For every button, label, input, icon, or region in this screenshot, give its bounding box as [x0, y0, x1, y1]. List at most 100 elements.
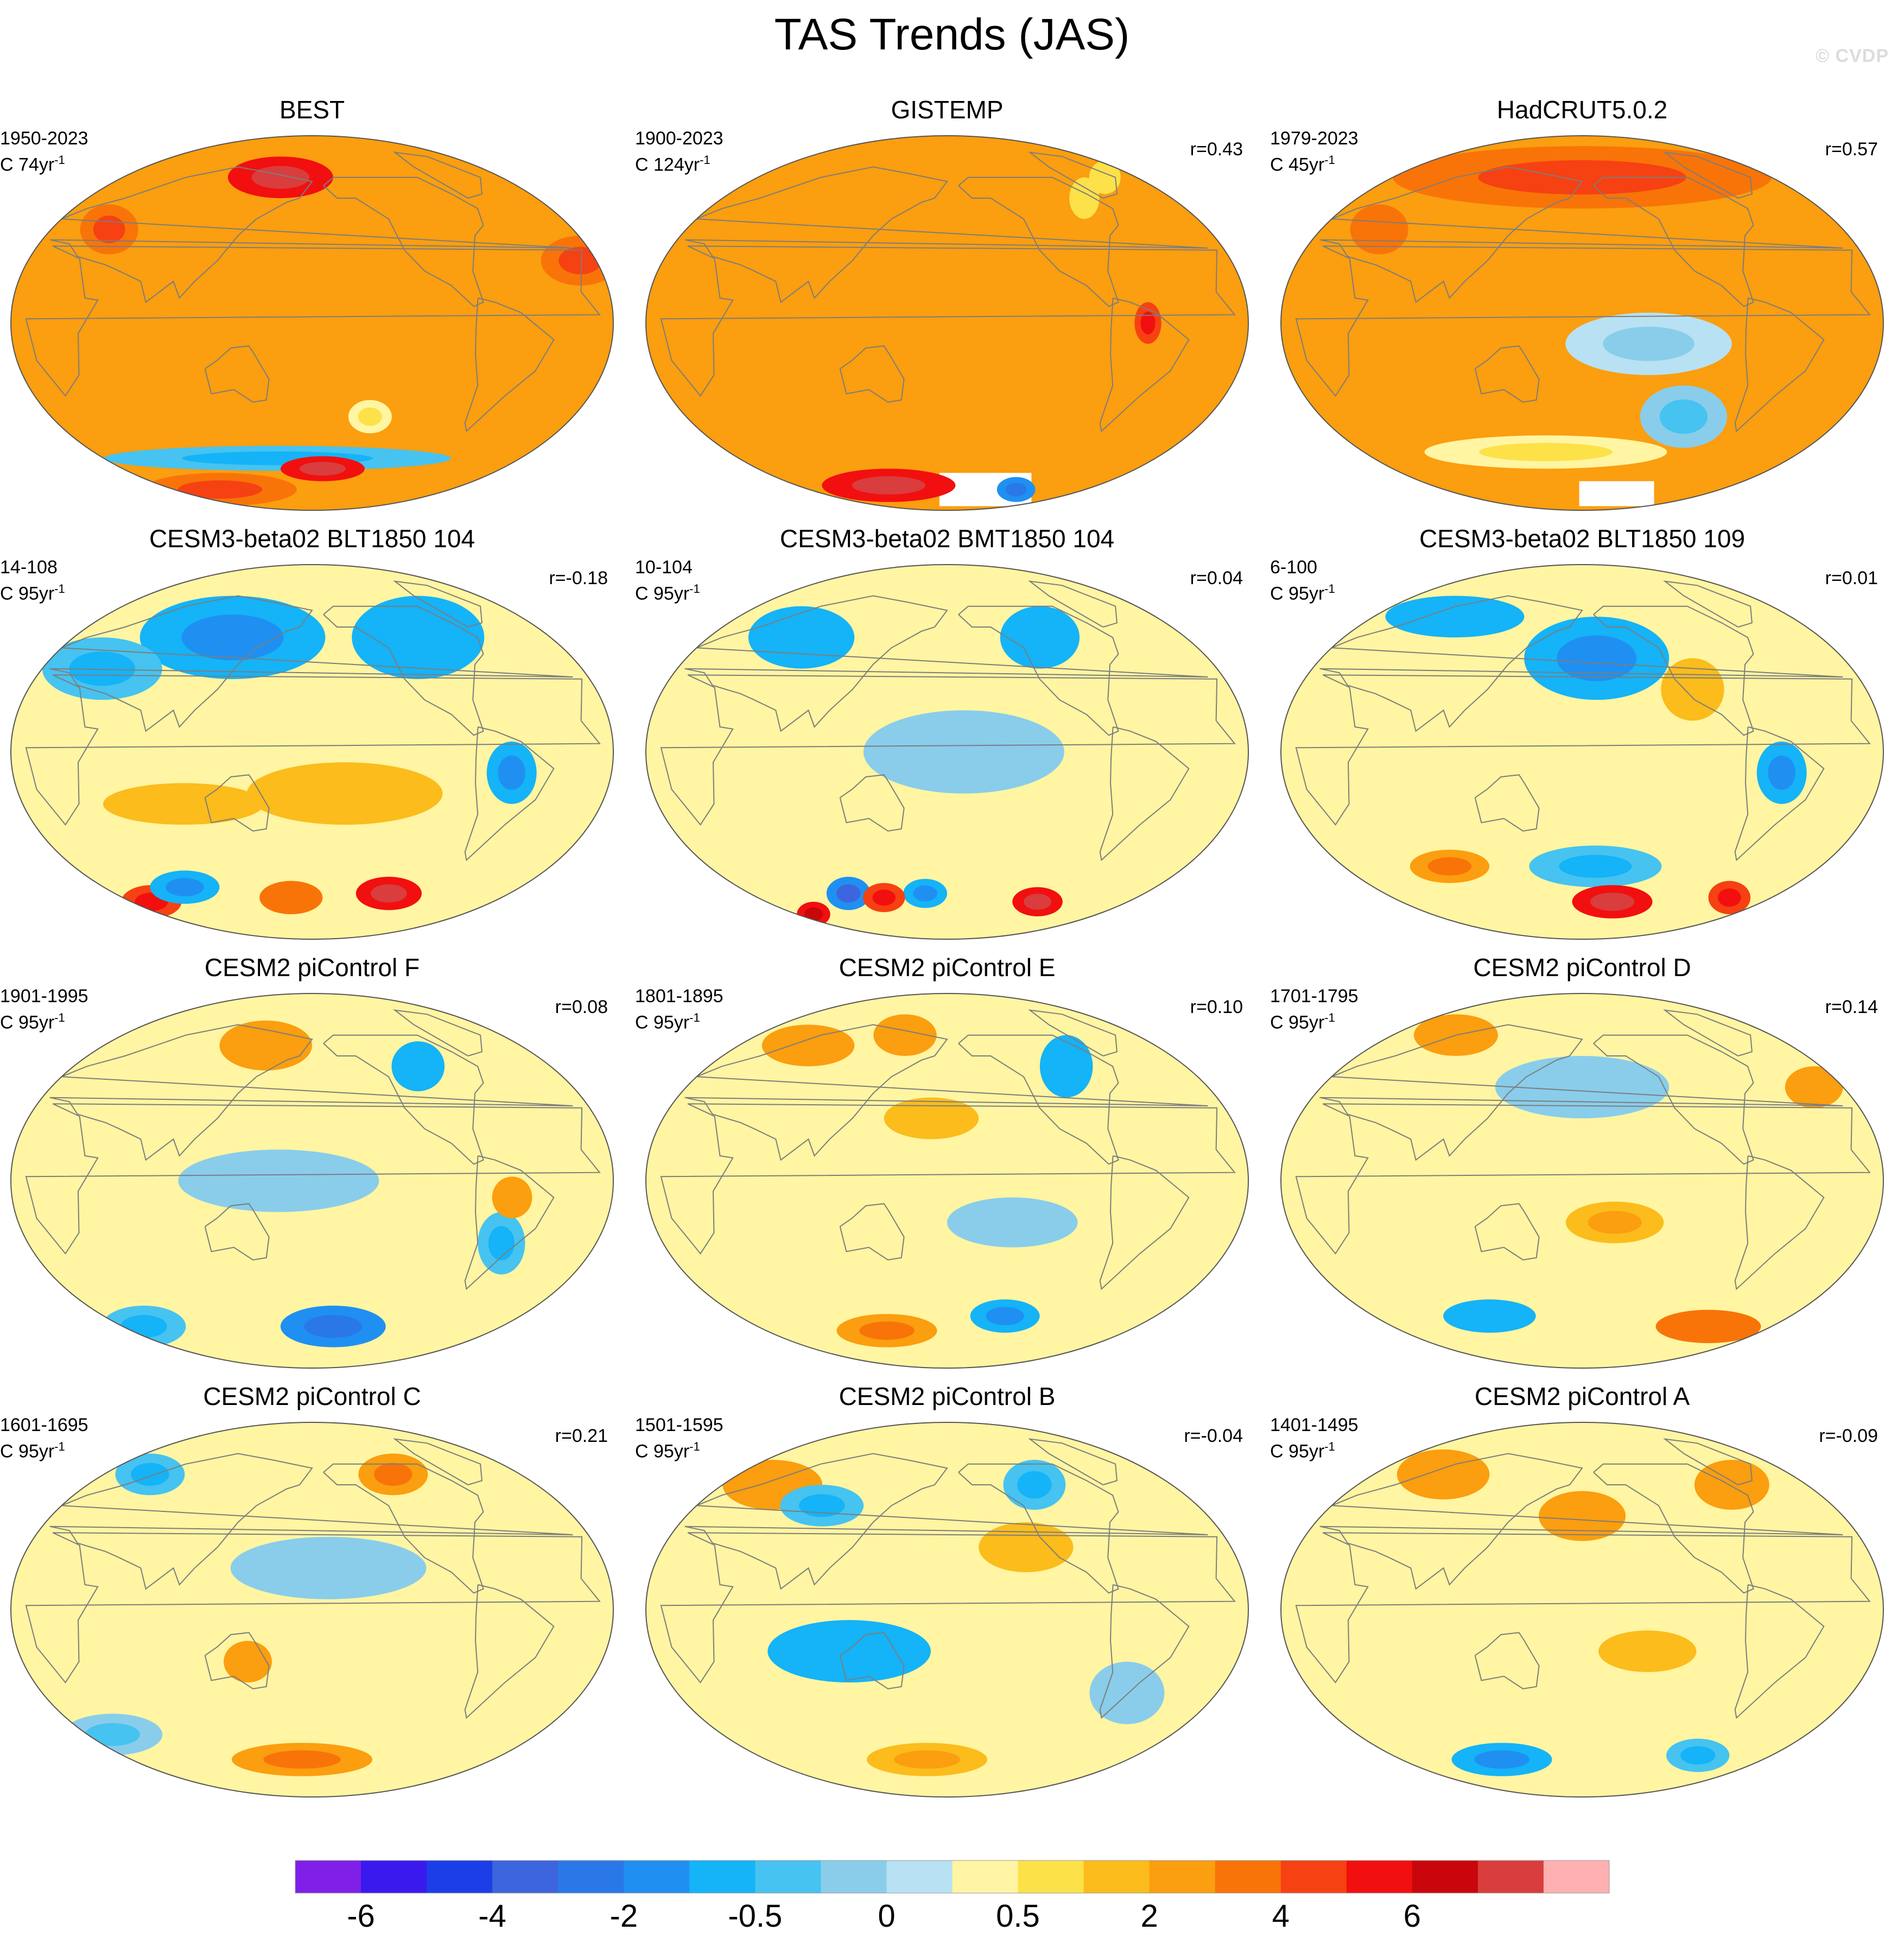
trend-anomaly-core: [251, 166, 310, 189]
colorbar-swatch: [624, 1860, 690, 1893]
coastline: [839, 345, 905, 403]
coastline: [958, 1463, 1119, 1594]
panel-correlation: r=0.01: [1825, 568, 1878, 588]
panel-title: CESM2 piControl E: [839, 953, 1056, 982]
trend-anomaly-core: [368, 311, 424, 335]
map-background-field: [646, 993, 1248, 1368]
trend-map: [1280, 1422, 1884, 1798]
trend-anomaly-core: [290, 776, 399, 811]
trend-anomaly-core: [798, 1494, 845, 1517]
trend-anomaly-core: [736, 368, 780, 403]
colorbar-swatch: [689, 1860, 756, 1893]
map-border: [10, 135, 614, 511]
trend-anomaly-core: [274, 888, 309, 907]
panel-units-exponent: -1: [54, 1011, 65, 1024]
trend-anomaly-core: [374, 1463, 412, 1486]
panel-units-exponent: -1: [1324, 582, 1335, 596]
trend-anomaly-core: [299, 461, 346, 476]
panel-title: CESM2 piControl D: [1473, 953, 1691, 982]
panel-units-exponent: -1: [1324, 1440, 1335, 1453]
trend-map: [1280, 564, 1884, 940]
trend-map: [10, 135, 614, 511]
trend-anomaly-core: [1018, 620, 1062, 655]
colorbar-swatch: [1018, 1860, 1084, 1893]
trend-anomaly-core: [1418, 1460, 1469, 1489]
colorbar-swatch: [952, 1860, 1018, 1893]
trend-anomaly-core: [382, 615, 455, 661]
panel-units-exponent: -1: [54, 153, 65, 167]
trend-anomaly-core: [772, 620, 831, 655]
coastline: [1319, 166, 1843, 303]
panel-units-text: C 74yr: [0, 154, 55, 175]
colorbar-tick-label: 0: [878, 1898, 895, 1934]
coastline: [1027, 1438, 1118, 1485]
panel-title: CESM2 piControl A: [1474, 1382, 1690, 1410]
panel-correlation: r=0.21: [555, 1426, 608, 1446]
trend-anomaly-core: [69, 651, 136, 686]
colorbar-swatch: [492, 1860, 558, 1893]
coastline: [392, 580, 483, 628]
coastline: [392, 1009, 483, 1056]
panel-correlation: r=0.04: [1190, 568, 1243, 588]
coastline: [49, 1024, 573, 1161]
trend-anomaly-core: [304, 1315, 363, 1338]
panel-units: C 95yr-1: [635, 578, 700, 604]
trend-anomaly-core: [1588, 1211, 1642, 1234]
map-panel-picontrol-a: CESM2 piControl A 1401-1495 C 95yr-1 r=-0.0…: [1270, 1382, 1894, 1805]
colorbar-swatch: [1477, 1860, 1544, 1893]
coastline: [1593, 1463, 1754, 1594]
panel-units-text: C 95yr: [0, 1012, 55, 1033]
trend-anomaly-core: [166, 878, 204, 897]
trend-anomaly-core: [1603, 326, 1694, 361]
panel-title: CESM3-beta02 BLT1850 109: [1419, 524, 1746, 553]
panel-title: HadCRUT5.0.2: [1496, 96, 1668, 124]
panel-units: C 95yr-1: [635, 1007, 700, 1033]
trend-anomaly-core: [1005, 483, 1027, 497]
trend-anomaly-core: [558, 246, 602, 275]
map-background-field: [11, 1422, 613, 1797]
trend-anomaly-core: [804, 1634, 894, 1669]
trend-anomaly-core: [93, 216, 125, 243]
trend-anomaly-core: [1140, 311, 1156, 335]
trend-anomaly-core: [909, 729, 1019, 775]
coastline: [1662, 580, 1753, 628]
trend-map: [1280, 135, 1884, 511]
trend-anomaly-core: [240, 1031, 291, 1060]
trend-anomaly-core: [852, 476, 926, 495]
page-title: TAS Trends (JAS): [774, 10, 1130, 59]
coastline: [1662, 151, 1753, 199]
map-border: [10, 993, 614, 1369]
panel-units-exponent: -1: [689, 1011, 700, 1024]
coastline: [1734, 1584, 1825, 1719]
panel-period: 1900-2023: [635, 128, 723, 149]
panel-units-text: C 95yr: [635, 1441, 690, 1462]
panel-title: CESM2 piControl B: [839, 1382, 1056, 1410]
colorbar-swatch: [1543, 1860, 1610, 1893]
panel-title: CESM2 piControl C: [203, 1382, 421, 1410]
coastline: [1593, 176, 1754, 307]
map-panel-blt1850-104: CESM3-beta02 BLT1850 104 14-108 C 95yr-1 r=…: [0, 524, 624, 947]
map-background-field: [1281, 565, 1883, 939]
trend-anomaly-core: [234, 1650, 261, 1673]
coastline: [323, 176, 484, 307]
panel-units-text: C 124yr: [635, 154, 700, 175]
trend-anomaly-core: [1557, 635, 1637, 681]
trend-anomaly-core: [887, 1023, 923, 1047]
colorbar-tick-label: -2: [610, 1898, 638, 1934]
trend-anomaly-core: [223, 1163, 334, 1198]
coastline: [1295, 1103, 1871, 1255]
coastline: [323, 605, 484, 736]
coastline: [1593, 605, 1754, 736]
panel-units: C 45yr-1: [1270, 149, 1335, 175]
panel-correlation: r=0.43: [1190, 139, 1243, 160]
coastline: [660, 674, 1236, 826]
coastline: [1734, 726, 1825, 862]
panel-period: 10-104: [635, 557, 693, 578]
coastline: [684, 166, 1208, 303]
map-border: [10, 1422, 614, 1798]
colorbar-swatch: [1280, 1860, 1347, 1893]
panel-units: C 95yr-1: [1270, 1007, 1335, 1033]
map-border: [1280, 993, 1884, 1369]
panel-correlation: r=-0.04: [1184, 1426, 1243, 1446]
trend-anomaly-core: [139, 792, 228, 815]
